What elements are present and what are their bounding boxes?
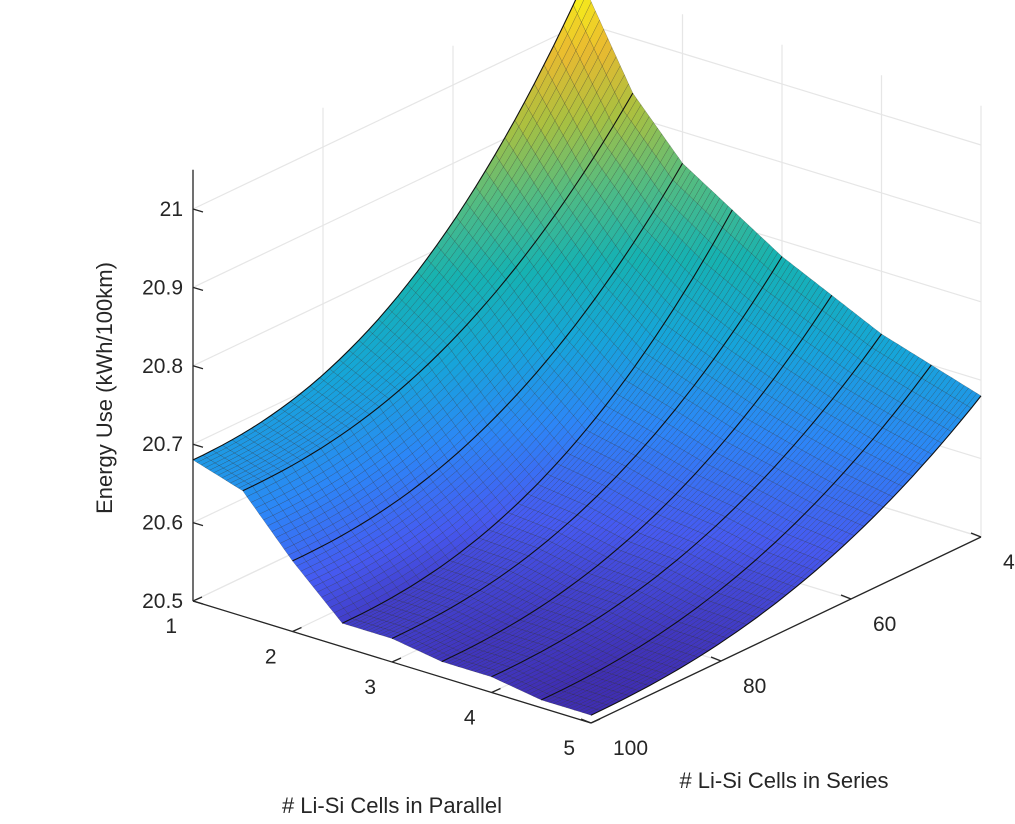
z-tick-label: 20.6 — [142, 512, 183, 535]
z-tick-label: 20.8 — [142, 355, 183, 378]
z-tick-label: 20.9 — [142, 276, 183, 299]
series-axis-label: # Li-Si Cells in Series — [679, 768, 888, 793]
series-tick — [840, 594, 852, 600]
parallel-tick-label: 4 — [464, 707, 476, 730]
surface-section-edge — [590, 395, 982, 716]
z-tick — [192, 286, 204, 292]
surface-section-edge — [192, 0, 577, 461]
parallel-tick-label: 3 — [364, 676, 376, 699]
surface-patch — [573, 0, 584, 15]
z-tick-label: 20.7 — [142, 433, 183, 456]
surface-section-edge — [292, 163, 683, 562]
surface-section-edge — [342, 209, 733, 624]
z-tick — [192, 521, 204, 527]
parallel-tick — [292, 626, 302, 633]
axis-labels: Energy Use (kWh/100km) # Li-Si Cells in … — [92, 262, 889, 818]
parallel-tick — [491, 687, 501, 694]
surface-section-edge — [541, 364, 932, 701]
series-tick — [580, 718, 592, 724]
parallel-tick — [391, 657, 402, 663]
surface-section-edge — [391, 256, 783, 639]
z-axis-label: Energy Use (kWh/100km) — [92, 262, 117, 514]
surface — [192, 0, 982, 716]
parallel-axis-label: # Li-Si Cells in Parallel — [282, 793, 502, 818]
series-tick-label: 100 — [613, 737, 648, 760]
series-axis-line — [590, 536, 982, 724]
series-tick — [710, 656, 722, 662]
series-tick-label: 80 — [743, 675, 766, 698]
series-tick — [970, 532, 982, 538]
z-tick — [192, 365, 204, 370]
series-tick-label: 60 — [873, 613, 896, 636]
series-tick-label: 40 — [1003, 551, 1015, 574]
surface-section-edge — [491, 333, 882, 678]
parallel-tick-label: 1 — [165, 615, 177, 638]
z-tick — [192, 443, 204, 448]
parallel-tick-label: 5 — [563, 737, 575, 760]
parallel-tick — [192, 596, 203, 602]
z-tick — [192, 208, 204, 213]
parallel-tick-label: 2 — [265, 646, 277, 669]
surface-section-edge — [242, 92, 634, 492]
z-tick-label: 20.5 — [142, 590, 183, 613]
surface-section-edge — [441, 294, 833, 663]
z-tick-label: 21 — [160, 198, 183, 221]
axes: 20.520.620.720.820.92112345100806040 — [142, 169, 1015, 760]
